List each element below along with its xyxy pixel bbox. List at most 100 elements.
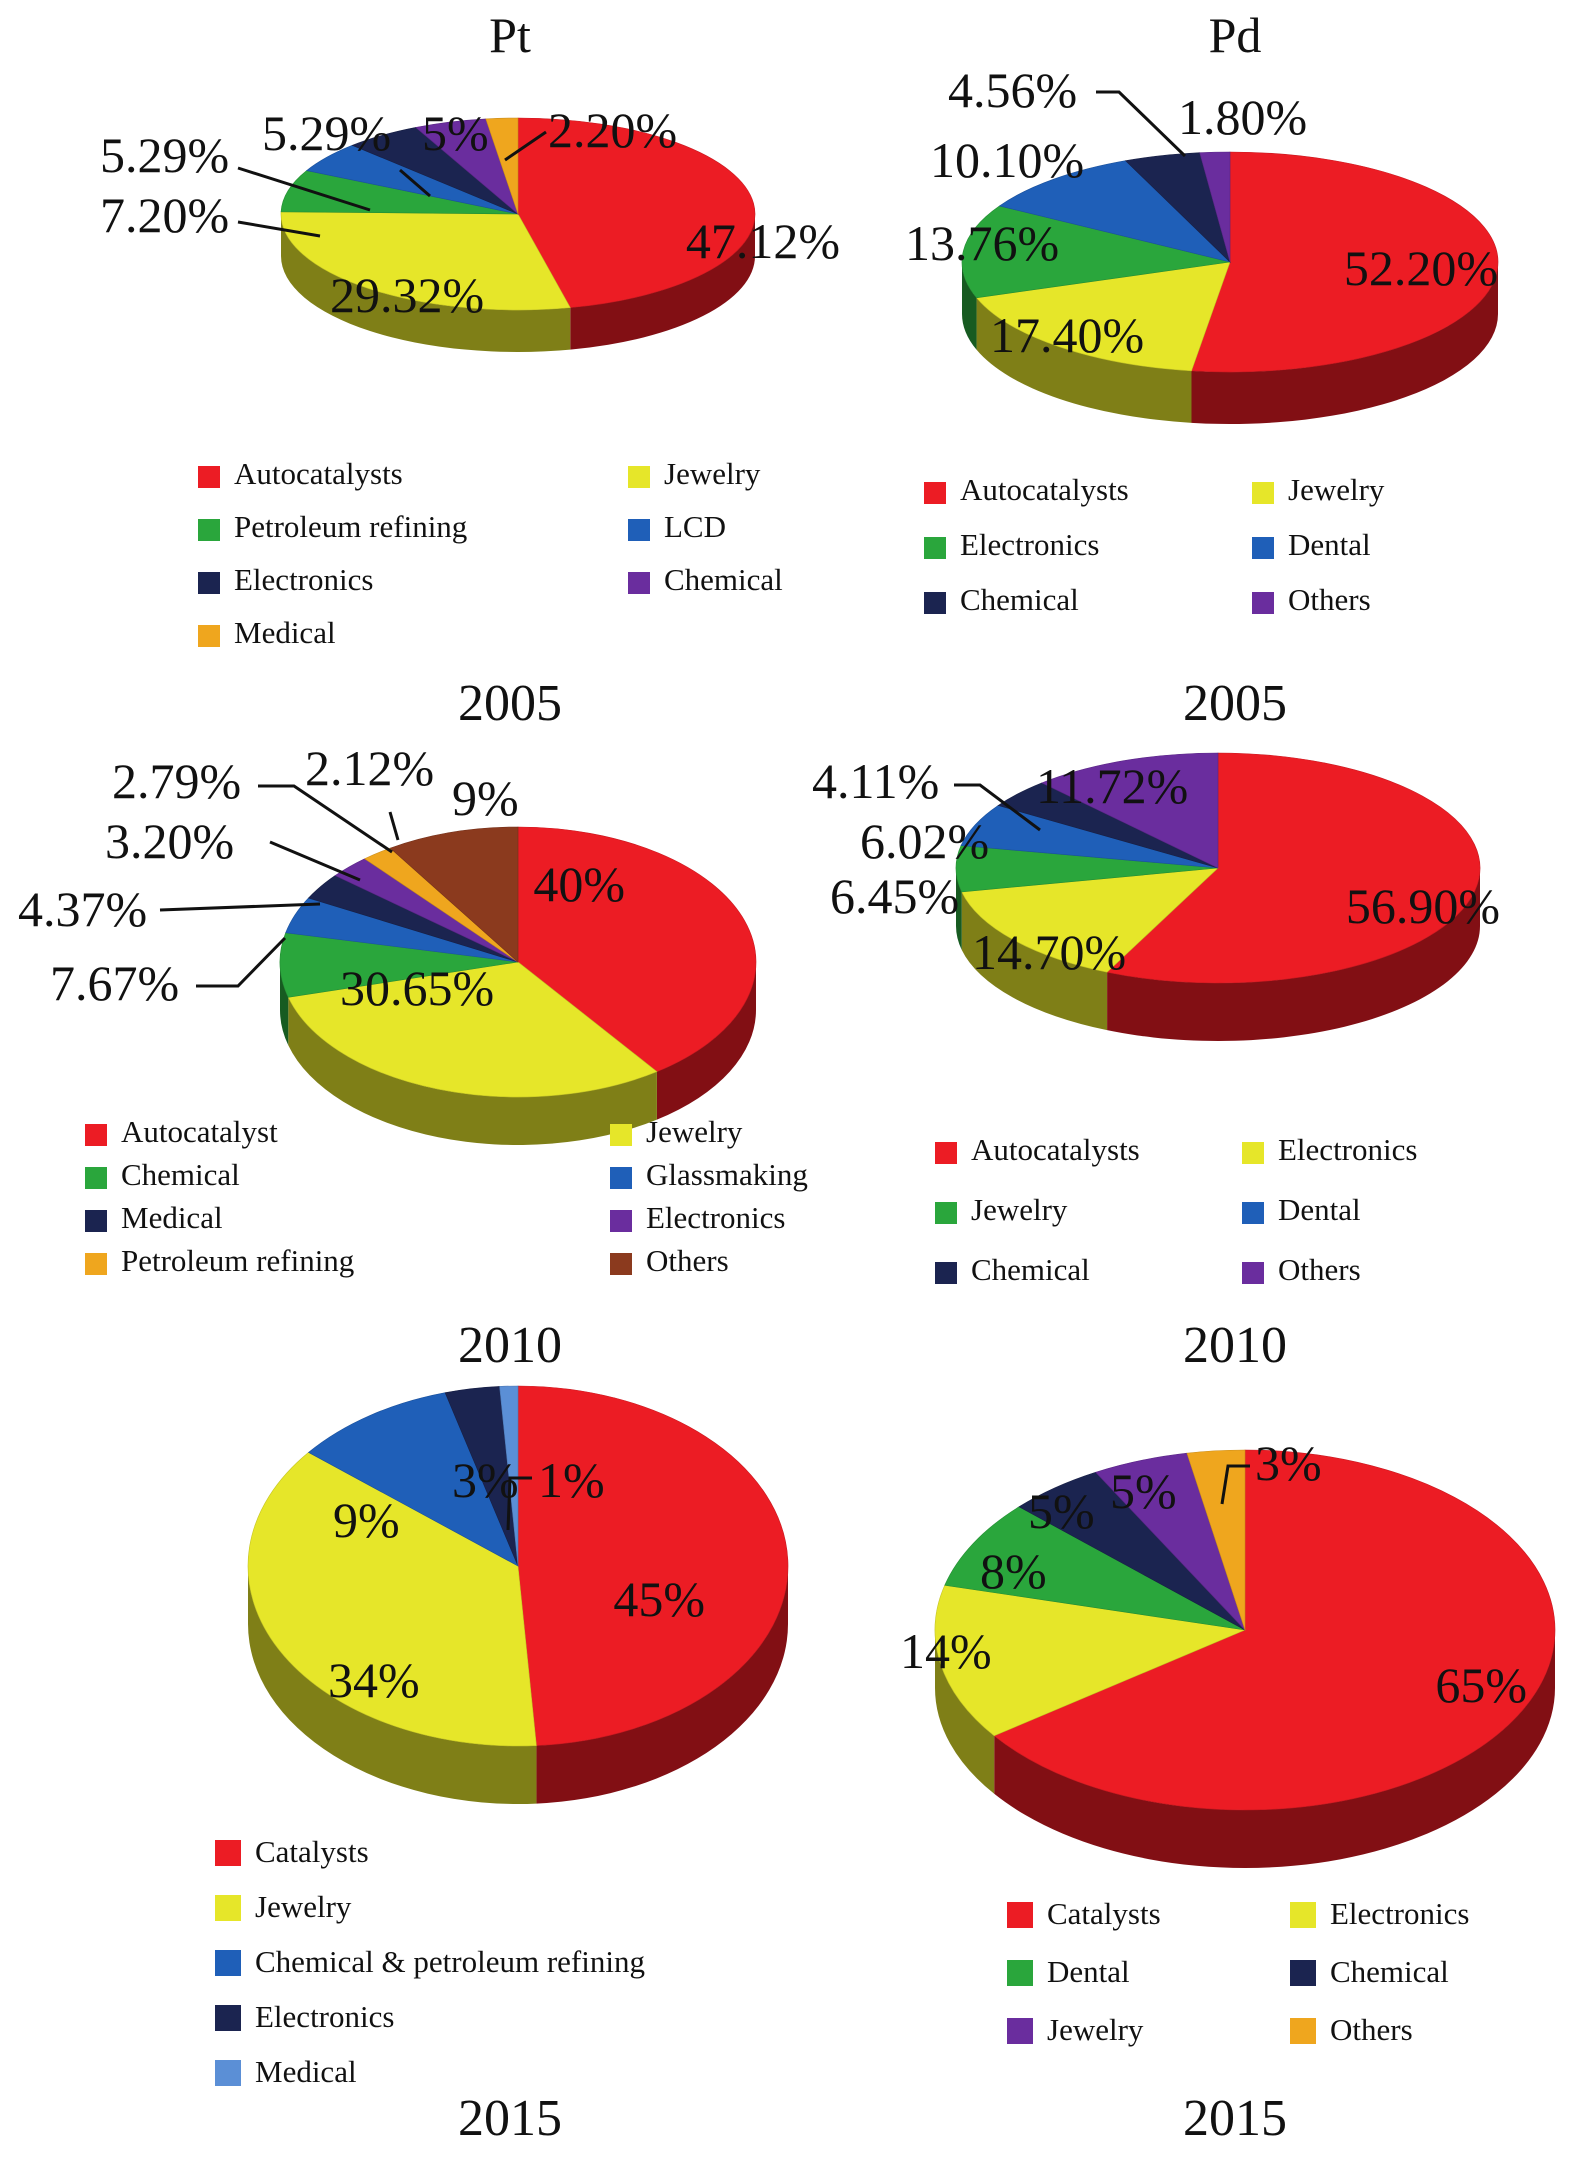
legend: Autocatalyst Jewelry Chemical Glassmaking Me… [85, 1114, 808, 1278]
pie-depth-electronics [962, 262, 977, 350]
data-label: 8% [980, 1543, 1047, 1599]
data-label: 6.45% [830, 868, 959, 924]
pie-slice-others [389, 826, 519, 963]
pie-slice-autocatalysts [1191, 151, 1499, 373]
legend-swatch [1242, 1202, 1264, 1224]
data-label: 7.67% [50, 955, 179, 1011]
legend-label: Chemical [960, 582, 1079, 617]
pie-slice-electronics [961, 867, 1219, 973]
legend-label: Electronics [255, 1999, 394, 2034]
legend-label: Glassmaking [646, 1157, 808, 1192]
pie-depth-jewelry [281, 214, 571, 352]
legend-label: Autocatalysts [960, 472, 1129, 507]
pie-depth-group [962, 262, 1498, 425]
legend-label: Medical [121, 1200, 223, 1235]
legend-label: Dental [1278, 1192, 1361, 1227]
pie-depth-catalysts [994, 1630, 1555, 1869]
data-label: 40% [533, 856, 625, 912]
legend-label: Autocatalysts [234, 456, 403, 491]
legend-swatch [610, 1253, 632, 1275]
legend-swatch [198, 572, 220, 594]
leader-line [399, 168, 431, 198]
legend-swatch [1242, 1262, 1264, 1284]
pie-slice-jewelry [280, 211, 571, 311]
pie-depth-autocatalysts [570, 214, 755, 350]
legend-label: Medical [255, 2054, 357, 2089]
year-label: 2015 [458, 2090, 562, 2147]
legend: Catalysts Electronics Dental Chemical Jewelr… [1007, 1896, 1469, 2047]
legend-label: Jewelry [1288, 472, 1385, 507]
pie-depth-autocatalyst [656, 962, 756, 1120]
legend-label: Jewelry [255, 1889, 352, 1924]
data-label: 3.20% [105, 813, 234, 869]
data-label: 14% [900, 1623, 992, 1679]
pie-depth-group [956, 868, 1480, 1041]
leader-line [237, 166, 371, 212]
leader-line [1220, 1464, 1250, 1505]
legend-label: Petroleum refining [121, 1243, 354, 1278]
pie-slice-others [1186, 1449, 1246, 1631]
data-label: 17.40% [990, 307, 1144, 363]
pie-slice-jewelry [976, 261, 1231, 372]
legend-swatch [198, 625, 220, 647]
data-label: 5% [1110, 1463, 1177, 1519]
column-title-pt: Pt [489, 7, 531, 63]
legend: Autocatalysts Jewelry Electronics Dental Che… [924, 472, 1385, 617]
pie-slice-electronics [961, 205, 1231, 299]
pie-chart-pt-2010: 40% 30.65% 7.67% 4.37% 3.20%2.79% 2.12% 9% Auto… [18, 740, 808, 1374]
legend: Autocatalysts Jewelry Petroleum refining LC… [198, 456, 783, 650]
legend-swatch [215, 1840, 241, 1866]
data-label: 2.79% [112, 753, 241, 809]
legend-swatch [1252, 482, 1274, 504]
data-label: 14.70% [972, 924, 1126, 980]
legend-label: Chemical [1330, 1954, 1449, 1989]
legend-label: Autocatalyst [121, 1114, 278, 1149]
data-label: 2.12% [305, 740, 434, 796]
data-label: 1% [538, 1452, 605, 1508]
legend-label: Others [1330, 2012, 1413, 2047]
pie-depth-catalysts [536, 1566, 788, 1804]
pie-chart-pd-2015: 65%14%8%5% 5% 3%Catalysts ElectronicsDental… [900, 1435, 1556, 2147]
legend-label: Chemical [664, 562, 783, 597]
legend-swatch [610, 1167, 632, 1189]
legend-swatch [610, 1210, 632, 1232]
legend-swatch [628, 466, 650, 488]
legend: Catalysts Jewelry Chemical & petroleum ref… [215, 1834, 645, 2089]
data-label: 7.20% [100, 187, 229, 243]
data-label: 5% [422, 105, 489, 161]
data-label: 13.76% [905, 215, 1059, 271]
legend-label: Electronics [1278, 1132, 1417, 1167]
pie-slice-petroleum-refining [280, 170, 519, 215]
legend-swatch [935, 1142, 957, 1164]
year-label: 2010 [458, 1317, 562, 1374]
column-title-pd: Pd [1209, 7, 1262, 63]
legend-label: Jewelry [664, 456, 761, 491]
pie-depth-group [281, 214, 755, 352]
pie-depth-electronics [961, 891, 1108, 1031]
pie-slice-jewelry [247, 1452, 537, 1747]
pie-slice-autocatalysts [1106, 752, 1481, 984]
pie-depth-jewelry [248, 1566, 537, 1804]
pie-slice-medical [485, 117, 519, 215]
pie-slice-others [1199, 151, 1231, 263]
legend-label: Others [1278, 1252, 1361, 1287]
legend-swatch [85, 1167, 107, 1189]
legend-swatch [1252, 537, 1274, 559]
legend-label: Catalysts [1047, 1896, 1161, 1931]
pie-depth-autocatalysts [1107, 868, 1480, 1041]
legend-label: Electronics [1330, 1896, 1469, 1931]
legend-swatch [924, 592, 946, 614]
year-label: 2015 [1183, 2090, 1287, 2147]
pie-depth-jewelry [288, 997, 657, 1145]
pie-slice-catalysts [993, 1449, 1556, 1811]
legend-swatch [215, 2005, 241, 2031]
pie-depth-group [935, 1630, 1555, 1869]
data-label: 5% [1028, 1483, 1095, 1539]
data-label: 5.29% [100, 127, 229, 183]
legend-swatch [215, 1895, 241, 1921]
leader-line [159, 902, 321, 912]
legend-label: Chemical [971, 1252, 1090, 1287]
legend-label: Jewelry [1047, 2012, 1144, 2047]
